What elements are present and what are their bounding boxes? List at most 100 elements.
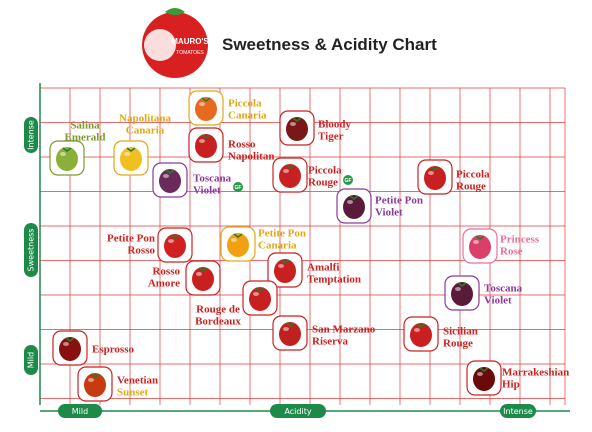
tomato-label: Rose bbox=[500, 246, 523, 258]
tomato-label: Hip bbox=[502, 379, 520, 391]
tomato-label: Petite Pon bbox=[258, 228, 306, 240]
tomato-highlight bbox=[428, 171, 434, 175]
tomato-label: Rouge bbox=[456, 181, 486, 193]
axis-label: Mild bbox=[72, 407, 88, 416]
tomato-label: Princess bbox=[500, 234, 540, 246]
axis-label: Intense bbox=[27, 120, 36, 150]
tomato-stem bbox=[165, 169, 175, 174]
tomato-stem bbox=[65, 337, 75, 342]
tomato-stem bbox=[201, 97, 211, 102]
tomato-label: Violet bbox=[193, 185, 221, 197]
tomato-stem bbox=[62, 147, 72, 152]
tomato: Esprosso bbox=[52, 330, 134, 366]
tomato-label: Petite Pon bbox=[107, 233, 155, 245]
tomato-label: Canaria bbox=[228, 110, 267, 122]
tomato-label: Temptation bbox=[307, 274, 361, 286]
tomato-highlight bbox=[347, 200, 353, 204]
tomato-stem bbox=[479, 367, 489, 372]
tomato-highlight bbox=[199, 139, 205, 143]
axis-pill bbox=[270, 404, 326, 418]
tomato-label: Violet bbox=[375, 207, 403, 219]
tomato-highlight bbox=[60, 152, 66, 156]
tomato-label: San Marzano bbox=[312, 324, 376, 336]
logo-text: MAURO'S bbox=[171, 37, 209, 46]
tomato-stem bbox=[416, 323, 426, 328]
tomato-stem bbox=[285, 164, 295, 169]
tomato-highlight bbox=[163, 174, 169, 178]
tomato-highlight bbox=[88, 378, 94, 382]
tomato-stem bbox=[280, 259, 290, 264]
tomato-highlight bbox=[477, 372, 483, 376]
chart-title: Sweetness & Acidity Chart bbox=[222, 35, 437, 54]
axis-pill bbox=[24, 117, 38, 153]
tomato-label: Riserva bbox=[312, 336, 349, 348]
tomato-stem bbox=[201, 134, 211, 139]
tomato-stem bbox=[255, 287, 265, 292]
tomato-label: Toscana bbox=[193, 173, 232, 185]
tomato-label: Rosso bbox=[228, 139, 256, 151]
tomato-stem bbox=[90, 373, 100, 378]
tomato-label: Venetian bbox=[117, 375, 158, 387]
axis-label: Mild bbox=[27, 352, 36, 368]
tomato-label: Bloody bbox=[318, 119, 352, 131]
tomato-label: Piccola bbox=[308, 165, 342, 177]
tomato-label: Tiger bbox=[318, 131, 344, 143]
tomato-highlight bbox=[196, 272, 202, 276]
tomato-label: Piccola bbox=[228, 98, 262, 110]
tomato-label: Sunset bbox=[117, 387, 149, 399]
tomato-label: Napolitan bbox=[228, 151, 274, 163]
tomato-label: Amore bbox=[148, 278, 180, 290]
tomato-highlight bbox=[63, 342, 69, 346]
logo-face bbox=[144, 29, 176, 61]
logo-leaf bbox=[165, 8, 185, 15]
tomato-stem bbox=[198, 267, 208, 272]
tomatoes: SalinaEmeraldNapolitanaCanariaPiccolaCan… bbox=[49, 90, 569, 402]
axis-pill bbox=[500, 404, 536, 418]
tomato-label: Marrakeshian bbox=[502, 367, 569, 379]
tomato-highlight bbox=[124, 152, 130, 156]
tomato-highlight bbox=[455, 287, 461, 291]
tomato-label: Petite Pon bbox=[375, 195, 423, 207]
tomato-stem bbox=[349, 195, 359, 200]
tomato-label: Rouge bbox=[443, 338, 473, 350]
axis-label: Intense bbox=[503, 407, 533, 416]
tomato-label: Rosso bbox=[152, 266, 180, 278]
tomato-label: Napolitana bbox=[119, 113, 171, 125]
tomato-label: Esprosso bbox=[92, 344, 134, 356]
gf-badge-text: GF bbox=[345, 178, 352, 184]
gf-badge bbox=[233, 182, 243, 192]
tomato-stem bbox=[475, 235, 485, 240]
gf-badge bbox=[343, 175, 353, 185]
tomato-stem bbox=[457, 282, 467, 287]
gf-badge-text: GF bbox=[235, 185, 242, 191]
tomato-highlight bbox=[168, 239, 174, 243]
tomato-highlight bbox=[253, 292, 259, 296]
logo-subtext: TOMATOES bbox=[176, 50, 204, 56]
axis-pill bbox=[24, 223, 38, 277]
tomato-highlight bbox=[278, 264, 284, 268]
tomato-highlight bbox=[290, 122, 296, 126]
axis-pill bbox=[58, 404, 102, 418]
axis-pill bbox=[24, 345, 38, 375]
tomato-highlight bbox=[283, 169, 289, 173]
tomato-highlight bbox=[283, 327, 289, 331]
tomato-highlight bbox=[414, 328, 420, 332]
tomato-label: Salina bbox=[70, 120, 100, 132]
tomato-label: Rouge bbox=[308, 177, 338, 189]
tomato-label: Canaria bbox=[126, 125, 165, 137]
